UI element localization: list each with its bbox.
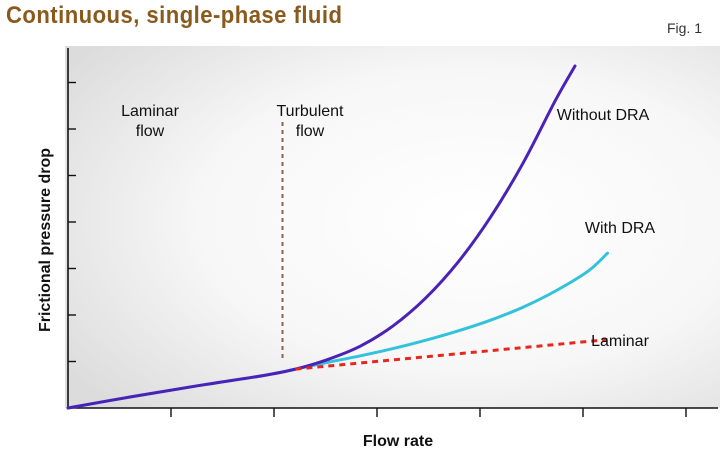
turbulent-flow-label: Turbulent flow <box>277 103 345 140</box>
series-group <box>66 64 609 410</box>
series-line-laminar <box>295 338 608 371</box>
series-label-without-dra: Without DRA <box>557 107 650 124</box>
y-axis-label: Frictional pressure drop <box>37 148 54 332</box>
series-line-without-dra <box>66 64 577 410</box>
series-label-with-dra: With DRA <box>585 220 656 237</box>
axes <box>67 48 718 417</box>
chart-title: Continuous, single-phase fluid <box>6 2 342 30</box>
series-labels: Without DRA With DRA Laminar <box>557 107 656 350</box>
series-label-laminar: Laminar <box>591 333 649 350</box>
laminar-flow-label: Laminar flow <box>121 103 179 140</box>
chart-title-text: Continuous, single-phase fluid <box>6 2 343 29</box>
x-axis-label: Flow rate <box>363 433 433 450</box>
region-labels: Laminar flow Turbulent flow <box>121 103 344 362</box>
figure-label: Fig. 1 <box>666 20 702 36</box>
